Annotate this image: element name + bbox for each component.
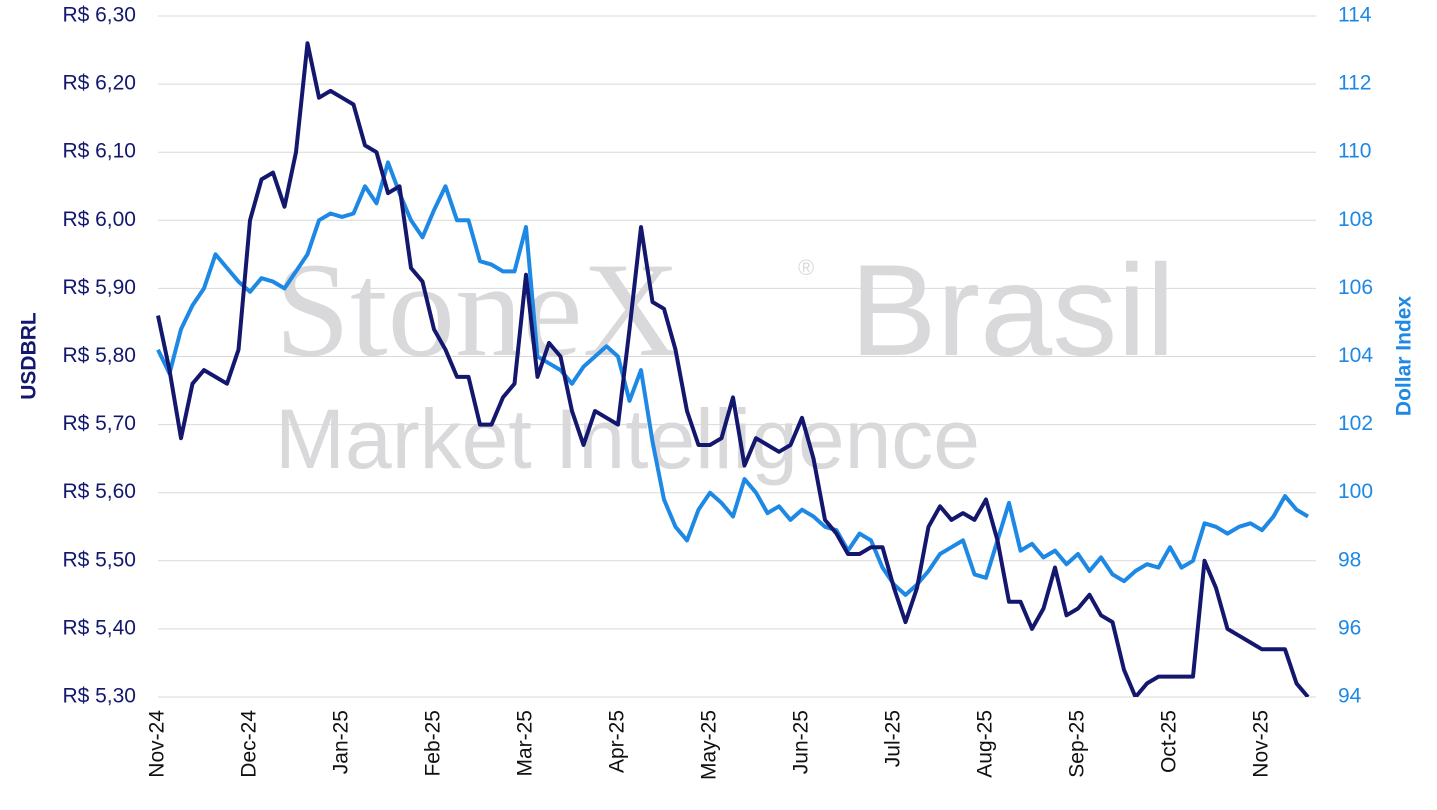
series-line bbox=[156, 41, 1310, 697]
y-tick-label: R$ 6,30 bbox=[62, 4, 136, 27]
watermark-brand: StoneX bbox=[275, 236, 680, 385]
y-tick-label: R$ 5,90 bbox=[62, 276, 136, 299]
y2-tick-label: 104 bbox=[1338, 344, 1373, 367]
y-tick-label: R$ 5,30 bbox=[62, 685, 136, 708]
y2-tick-label: 100 bbox=[1338, 480, 1373, 503]
y-tick-label: R$ 6,20 bbox=[62, 72, 136, 95]
x-tick-label: Apr-25 bbox=[606, 710, 629, 773]
y-tick-label: R$ 5,60 bbox=[62, 480, 136, 503]
y2-axis-title: Dollar Index bbox=[1393, 296, 1416, 417]
x-tick-label: Feb-25 bbox=[422, 710, 445, 777]
y-tick-label: R$ 5,70 bbox=[62, 412, 136, 435]
y-tick-label: R$ 5,80 bbox=[62, 344, 136, 367]
y2-tick-label: 96 bbox=[1338, 616, 1361, 639]
x-tick-label: Jun-25 bbox=[790, 710, 813, 774]
y-tick-label: R$ 6,00 bbox=[62, 208, 136, 231]
x-tick-label: Dec-24 bbox=[238, 710, 261, 778]
y2-tick-label: 94 bbox=[1338, 685, 1362, 708]
x-tick-label: Aug-25 bbox=[974, 710, 997, 778]
y2-tick-label: 102 bbox=[1338, 412, 1373, 435]
y2-tick-label: 106 bbox=[1338, 276, 1373, 299]
watermark-mark: ® bbox=[798, 255, 814, 280]
y2-tick-label: 108 bbox=[1338, 208, 1373, 231]
y2-tick-label: 110 bbox=[1338, 140, 1371, 163]
x-tick-label: Nov-25 bbox=[1250, 710, 1273, 778]
series-line bbox=[156, 160, 1310, 597]
x-tick-label: Sep-25 bbox=[1066, 710, 1089, 778]
x-tick-label: May-25 bbox=[698, 710, 721, 780]
x-tick-label: Jan-25 bbox=[330, 710, 353, 774]
y-axis-title: USDBRL bbox=[18, 312, 41, 400]
y-tick-label: R$ 5,40 bbox=[62, 616, 136, 639]
watermark-region: Brasil bbox=[850, 237, 1175, 383]
y2-tick-label: 98 bbox=[1338, 548, 1361, 571]
y2-tick-label: 114 bbox=[1338, 4, 1372, 27]
y-tick-label: R$ 5,50 bbox=[62, 548, 136, 571]
watermark-tagline: Market Intelligence bbox=[275, 392, 980, 486]
x-tick-label: Nov-24 bbox=[146, 710, 169, 778]
y2-tick-label: 112 bbox=[1338, 72, 1371, 95]
x-tick-label: Oct-25 bbox=[1158, 710, 1181, 773]
x-tick-label: Mar-25 bbox=[514, 710, 537, 777]
y-tick-label: R$ 6,10 bbox=[62, 140, 136, 163]
x-tick-label: Jul-25 bbox=[882, 710, 905, 767]
